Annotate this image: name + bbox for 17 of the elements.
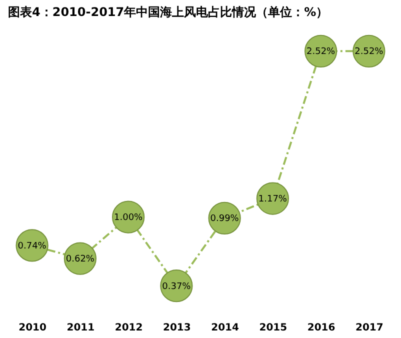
x-tick-label: 2011 bbox=[66, 322, 95, 334]
x-tick-label: 2017 bbox=[356, 322, 384, 334]
data-label: 0.74% bbox=[18, 241, 47, 252]
x-tick-label: 2012 bbox=[114, 322, 143, 334]
x-tick-label: 2013 bbox=[163, 322, 191, 334]
data-label: 2.52% bbox=[306, 47, 336, 58]
x-tick-label: 2015 bbox=[259, 322, 288, 334]
x-tick-label: 2010 bbox=[18, 322, 47, 334]
data-label: 1.00% bbox=[114, 213, 144, 224]
data-label: 1.17% bbox=[258, 194, 288, 205]
x-tick-label: 2014 bbox=[211, 322, 240, 334]
data-label: 0.99% bbox=[210, 214, 240, 224]
x-tick-label: 2016 bbox=[307, 322, 336, 334]
data-label: 0.37% bbox=[162, 282, 192, 292]
data-label: 2.52% bbox=[354, 47, 384, 58]
data-label: 0.62% bbox=[66, 254, 95, 265]
chart-title: 图表4：2010-2017年中国海上风电占比情况（单位：%） bbox=[8, 5, 328, 19]
